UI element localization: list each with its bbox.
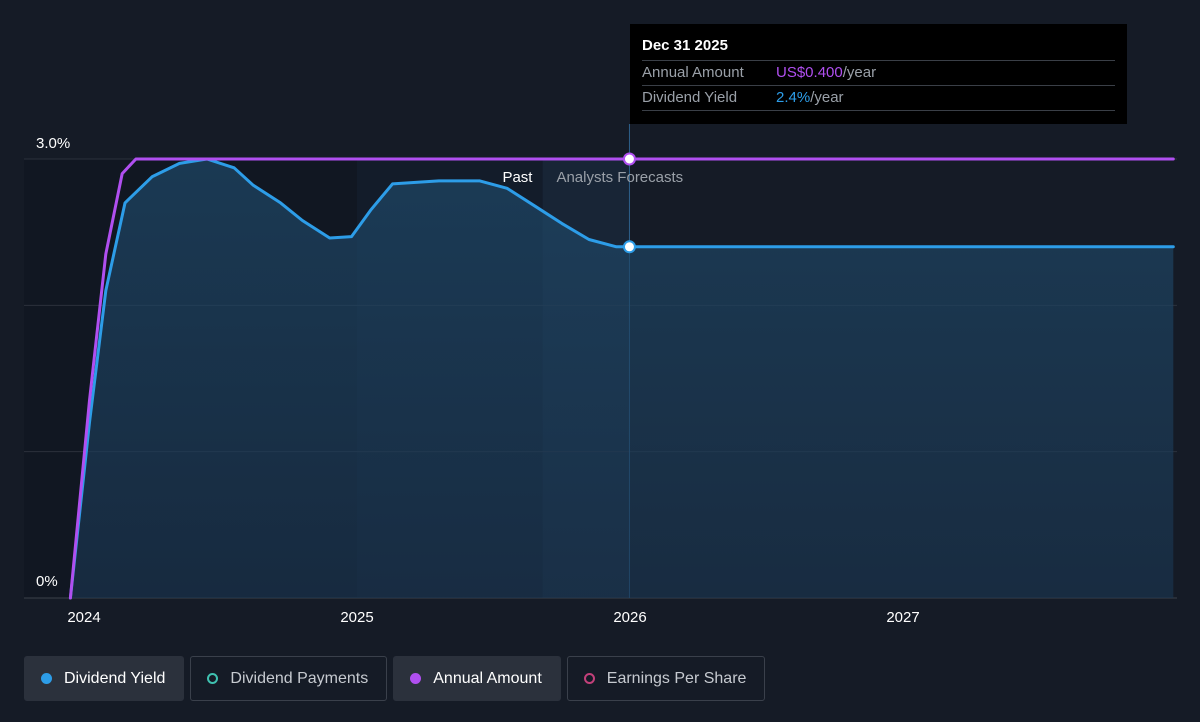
tooltip-value: 2.4% <box>776 89 811 106</box>
tooltip-label: Annual Amount <box>642 64 744 81</box>
legend-label: Dividend Yield <box>64 669 166 687</box>
tooltip-value: US$0.400 <box>776 64 843 81</box>
legend-label: Earnings Per Share <box>606 669 747 687</box>
legend-dividend-yield[interactable]: Dividend Yield <box>24 656 185 701</box>
tooltip-label: Dividend Yield <box>642 89 738 106</box>
chart-legend: Dividend Yield Dividend Payments Annual … <box>24 656 766 703</box>
legend-ring-icon <box>207 673 219 684</box>
forecast-label: Analysts Forecasts <box>556 169 683 186</box>
x-tick-label: 2026 <box>613 609 646 626</box>
x-tick-label: 2024 <box>67 609 100 626</box>
dividend-yield-area <box>70 159 1174 598</box>
chart-canvas: 0% 3.0% 2024 2025 2026 2027 Past Analysts Forec… <box>24 124 1177 626</box>
tooltip-date: Dec 31 2025 <box>642 34 1115 61</box>
y-tick-label: 3.0% <box>36 135 70 152</box>
legend-label: Annual Amount <box>433 669 542 687</box>
x-tick-label: 2025 <box>340 609 373 626</box>
legend-dot-icon <box>410 673 422 684</box>
annual-amount-line <box>68 157 1175 600</box>
legend-dot-icon <box>41 673 52 684</box>
tooltip-row-dividend-yield: Dividend Yield 2.4% /year <box>642 86 1115 111</box>
legend-label: Dividend Payments <box>230 669 369 687</box>
legend-ring-icon <box>583 673 595 684</box>
past-label: Past <box>502 169 533 186</box>
x-tick-label: 2027 <box>886 609 919 626</box>
annual-amount-marker <box>622 152 636 166</box>
chart-tooltip: Dec 31 2025 Annual Amount US$0.400 /year… <box>630 24 1127 124</box>
tooltip-row-annual-amount: Annual Amount US$0.400 /year <box>642 61 1115 86</box>
dividend-yield-marker <box>622 240 636 254</box>
tooltip-suffix: /year <box>842 64 877 81</box>
tooltip-suffix: /year <box>810 89 844 106</box>
legend-dividend-payments[interactable]: Dividend Payments <box>190 656 388 701</box>
dividend-yield-line <box>68 157 1175 600</box>
legend-annual-amount[interactable]: Annual Amount <box>393 656 561 701</box>
legend-earnings-per-share[interactable]: Earnings Per Share <box>566 656 766 701</box>
y-tick-label: 0% <box>36 573 58 590</box>
